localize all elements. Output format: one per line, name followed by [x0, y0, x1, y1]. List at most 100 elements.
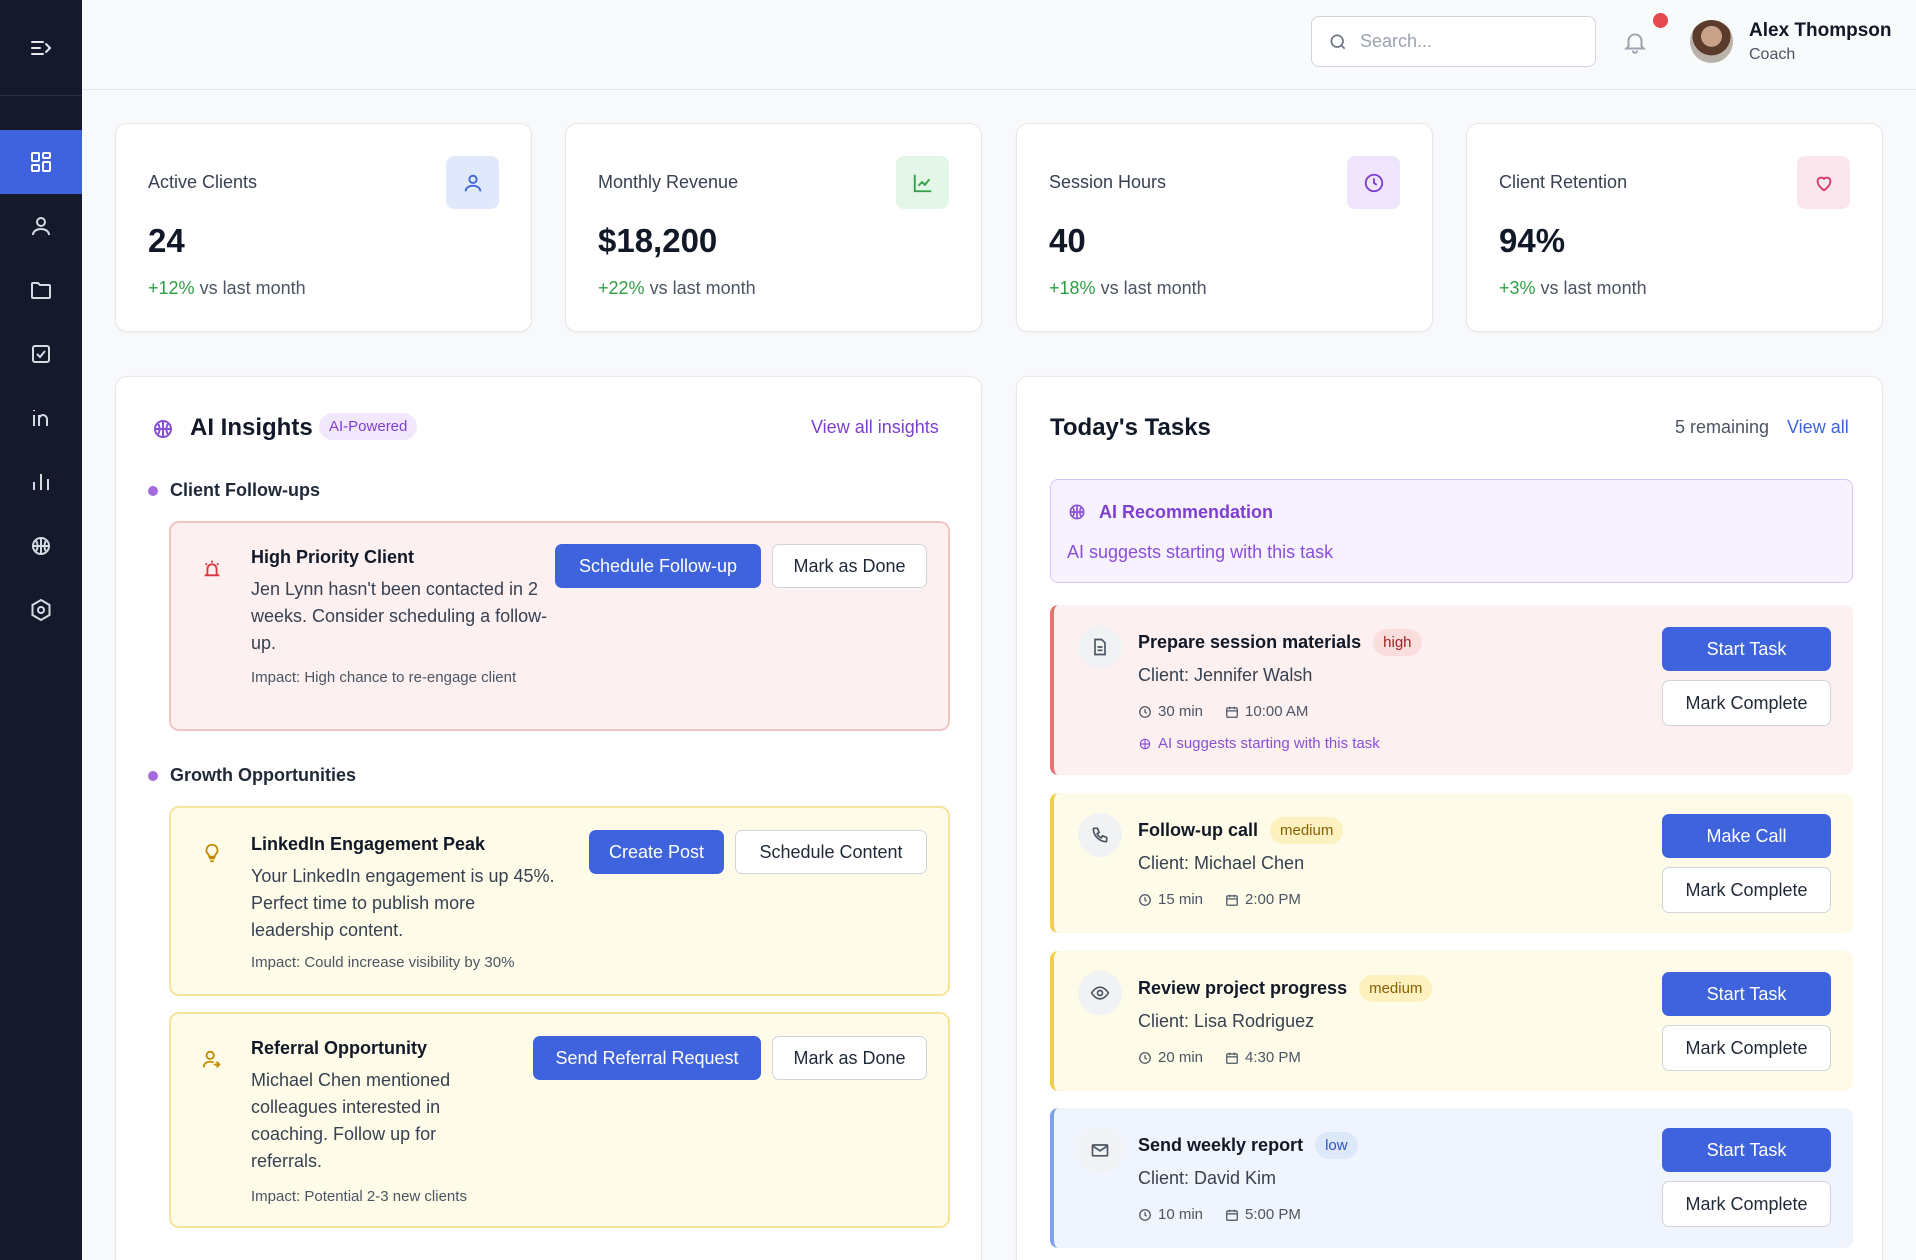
priority-badge: medium: [1359, 975, 1433, 1002]
section-client-followups: Client Follow-ups: [148, 480, 320, 501]
user-name: Alex Thompson: [1749, 20, 1892, 41]
mark-complete-button[interactable]: Mark Complete: [1662, 867, 1831, 913]
folder-icon: [31, 282, 51, 299]
task-meta: 20 min 4:30 PM: [1138, 1049, 1301, 1066]
send-referral-request-button[interactable]: Send Referral Request: [533, 1036, 761, 1080]
stat-change: +12% vs last month: [148, 278, 306, 298]
sidebar: [0, 0, 82, 1260]
sidebar-item-files[interactable]: [0, 258, 82, 322]
mark-complete-button[interactable]: Mark Complete: [1662, 1025, 1831, 1071]
insight-description: Jen Lynn hasn't been contacted in 2 week…: [251, 579, 548, 653]
mark-as-done-button[interactable]: Mark as Done: [772, 1036, 927, 1080]
mark-as-done-button[interactable]: Mark as Done: [772, 544, 927, 588]
sidebar-item-tasks[interactable]: [0, 322, 82, 386]
task-ai-note: AI suggests starting with this task: [1138, 735, 1380, 752]
task-card: Send weekly report low Client: David Kim …: [1050, 1108, 1853, 1248]
insights-title: AI Insights: [190, 414, 313, 441]
eye-icon: [1078, 971, 1122, 1015]
create-post-button[interactable]: Create Post: [589, 830, 724, 874]
brain-icon: [32, 537, 50, 555]
ai-recommendation-title: AI Recommendation: [1099, 502, 1274, 522]
chart-line-icon: [896, 156, 949, 209]
heart-icon: [1797, 156, 1850, 209]
sidebar-item-linkedin[interactable]: [0, 386, 82, 450]
insight-title: Referral Opportunity: [251, 1038, 428, 1058]
clock-icon: [1139, 1051, 1151, 1064]
sidebar-item-analytics[interactable]: [0, 450, 82, 514]
sidebar-item-dashboard[interactable]: [0, 130, 82, 194]
view-all-insights-link[interactable]: View all insights: [811, 417, 939, 437]
task-meta: 15 min 2:00 PM: [1138, 891, 1301, 908]
task-card: Prepare session materials high Client: Je…: [1050, 605, 1853, 775]
sidebar-item-settings[interactable]: [0, 578, 82, 642]
document-icon: [1078, 625, 1122, 669]
start-task-button[interactable]: Start Task: [1662, 1128, 1831, 1172]
user-icon: [32, 217, 50, 236]
search-icon: [1330, 34, 1346, 49]
insight-impact: Impact: High chance to re-engage client: [251, 669, 517, 686]
task-client: Client: Lisa Rodriguez: [1138, 1011, 1315, 1031]
alarm-icon: [204, 560, 220, 577]
calendar-icon: [1226, 1209, 1238, 1221]
view-all-tasks-link[interactable]: View all: [1787, 417, 1849, 437]
insight-impact: Impact: Could increase visibility by 30%: [251, 954, 515, 971]
sidebar-item-ai[interactable]: [0, 514, 82, 578]
ai-recommendation-text: AI suggests starting with this task: [1067, 542, 1334, 562]
priority-badge: medium: [1270, 817, 1344, 844]
task-title: Send weekly report low: [1138, 1132, 1358, 1159]
stat-value: 40: [1049, 222, 1086, 259]
mark-complete-button[interactable]: Mark Complete: [1662, 1181, 1831, 1227]
insight-title: LinkedIn Engagement Peak: [251, 834, 486, 854]
stat-card-session-hours: Session Hours 40 +18% vs last month: [1016, 123, 1433, 332]
tasks-title: Today's Tasks: [1050, 414, 1211, 441]
task-card: Follow-up call medium Client: Michael Che…: [1050, 793, 1853, 933]
start-task-button[interactable]: Start Task: [1662, 972, 1831, 1016]
task-client: Client: Jennifer Walsh: [1138, 665, 1313, 685]
schedule-content-button[interactable]: Schedule Content: [735, 830, 927, 874]
dashboard-icon: [31, 152, 51, 172]
mail-icon: [1078, 1128, 1122, 1172]
settings-icon: [31, 598, 51, 622]
search-box[interactable]: [1311, 16, 1596, 67]
calendar-icon: [1226, 706, 1238, 718]
notification-bell-icon[interactable]: [1622, 28, 1648, 56]
linkedin-icon: [33, 410, 48, 426]
task-meta: 30 min 10:00 AM: [1138, 703, 1308, 720]
stat-label: Session Hours: [1049, 172, 1167, 192]
checkbox-icon: [32, 345, 50, 363]
stat-label: Active Clients: [148, 172, 258, 192]
stat-value: 94%: [1499, 222, 1566, 259]
clock-icon: [1139, 705, 1151, 718]
schedule-follow-up-button[interactable]: Schedule Follow-up: [555, 544, 761, 588]
clock-icon: [1347, 156, 1400, 209]
calendar-icon: [1226, 1052, 1238, 1064]
avatar[interactable]: [1690, 20, 1733, 63]
ai-recommendation: AI Recommendation AI suggests starting w…: [1050, 479, 1853, 583]
search-input[interactable]: [1360, 31, 1560, 52]
task-card: Review project progress medium Client: Li…: [1050, 951, 1853, 1091]
insight-impact: Impact: Potential 2-3 new clients: [251, 1188, 467, 1205]
insight-title: High Priority Client: [251, 547, 415, 567]
clock-icon: [1139, 893, 1151, 906]
stat-value: 24: [148, 222, 185, 259]
insight-description: Michael Chen mentioned colleagues intere…: [251, 1070, 451, 1171]
user-plus-icon: [202, 1050, 221, 1068]
task-title: Follow-up call medium: [1138, 817, 1344, 844]
notification-badge: [1653, 13, 1668, 28]
make-call-button[interactable]: Make Call: [1662, 814, 1831, 858]
brain-icon: [1139, 738, 1151, 749]
stat-label: Monthly Revenue: [598, 172, 739, 192]
ai-powered-badge: AI-Powered: [319, 413, 418, 440]
mark-complete-button[interactable]: Mark Complete: [1662, 680, 1831, 726]
tasks-remaining: 5 remaining: [1675, 417, 1770, 437]
brain-icon: [1069, 504, 1085, 520]
stat-card-monthly-revenue: Monthly Revenue $18,200 +22% vs last mon…: [565, 123, 982, 332]
task-title: Prepare session materials high: [1138, 629, 1422, 656]
menu-toggle-icon[interactable]: [29, 36, 53, 60]
task-client: Client: Michael Chen: [1138, 853, 1305, 873]
bar-chart-icon: [33, 474, 49, 490]
start-task-button[interactable]: Start Task: [1662, 627, 1831, 671]
task-title: Review project progress medium: [1138, 975, 1433, 1002]
task-meta: 10 min 5:00 PM: [1138, 1206, 1301, 1223]
sidebar-item-clients[interactable]: [0, 194, 82, 258]
